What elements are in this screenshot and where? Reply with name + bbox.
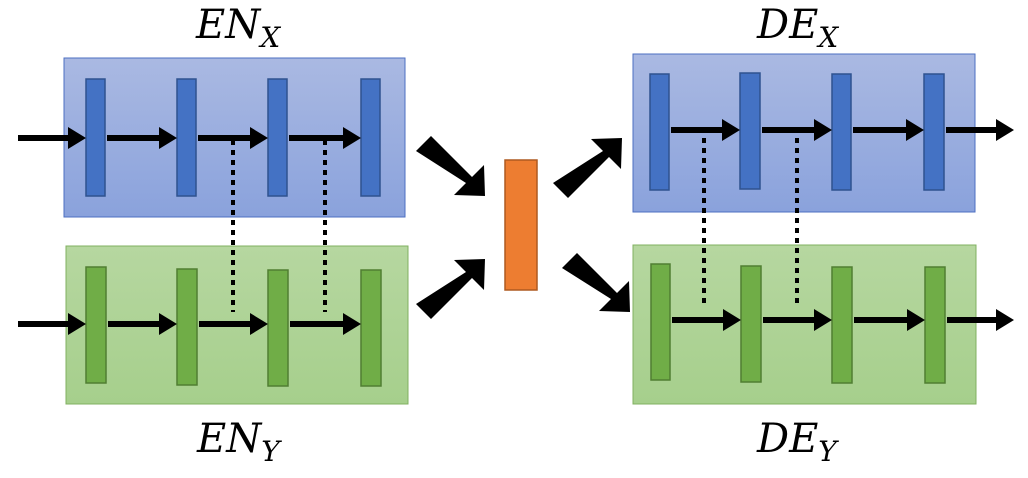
decoder-x-layer-4 (923, 73, 945, 191)
label-decoder-y-main: DE (756, 416, 818, 462)
label-encoder-y-sub: Y (261, 435, 282, 468)
arrow-decoder-x-3 (853, 119, 924, 141)
encoder-y-layer-3 (267, 269, 289, 387)
label-decoder-x-main: DE (756, 2, 818, 48)
arrow-encoder-y-1 (108, 313, 177, 335)
decoder-y-layer-1 (650, 263, 671, 381)
arrow-encoder-x-1 (107, 127, 177, 149)
latent-code (504, 159, 538, 291)
arrow-latent-to-decoder-x (553, 138, 622, 198)
decoder-y-panel (632, 244, 977, 405)
arrow-decoder-x-2 (762, 119, 832, 141)
decoder-x-layer-1 (649, 73, 670, 191)
encoder-y-layer-2 (176, 268, 198, 386)
arrow-encoder-x-to-latent (416, 136, 485, 196)
arrow-encoder-y-to-latent (416, 259, 485, 319)
arrow-output-y (947, 309, 1014, 331)
arrow-input-x (18, 127, 86, 149)
decoder-y-layer-4 (924, 266, 946, 384)
decoder-x-layer-2 (739, 72, 761, 190)
encoder-x-layer-4 (360, 78, 381, 197)
arrow-output-x (946, 119, 1014, 141)
label-encoder-x: ENX (195, 2, 281, 54)
arrow-encoder-y-2 (199, 313, 268, 335)
encoder-x-layer-1 (85, 78, 106, 197)
label-decoder-y: DEY (756, 416, 839, 468)
encoder-x-layer-2 (176, 78, 197, 197)
block-arrows (416, 136, 630, 319)
label-encoder-x-sub: X (258, 21, 281, 54)
arrow-decoder-y-1 (672, 309, 741, 331)
decoder-x-layer-3 (831, 73, 852, 191)
label-encoder-y: ENY (196, 416, 282, 468)
encoder-y-layer-4 (360, 269, 382, 387)
decoder-y-block (632, 244, 977, 405)
label-encoder-y-main: EN (196, 416, 263, 462)
decoder-y-layer-2 (740, 265, 762, 383)
arrow-decoder-x-1 (671, 119, 740, 141)
arrow-encoder-x-3 (289, 127, 361, 149)
arrow-decoder-y-2 (763, 309, 832, 331)
label-decoder-y-sub: Y (818, 435, 839, 468)
encoder-y-layer-1 (85, 266, 107, 384)
skip-connections (231, 138, 799, 312)
label-decoder-x-sub: X (816, 21, 839, 54)
label-decoder-x: DEX (756, 2, 839, 54)
arrow-latent-to-decoder-y (562, 253, 630, 312)
arrow-input-y (18, 313, 86, 335)
arrow-encoder-x-2 (198, 127, 268, 149)
layer-arrows (18, 119, 1014, 335)
decoder-y-layer-3 (831, 266, 853, 384)
label-encoder-x-main: EN (195, 2, 262, 48)
arrow-encoder-y-3 (290, 313, 361, 335)
encoder-x-layer-3 (267, 78, 288, 197)
arrow-decoder-y-3 (854, 309, 925, 331)
